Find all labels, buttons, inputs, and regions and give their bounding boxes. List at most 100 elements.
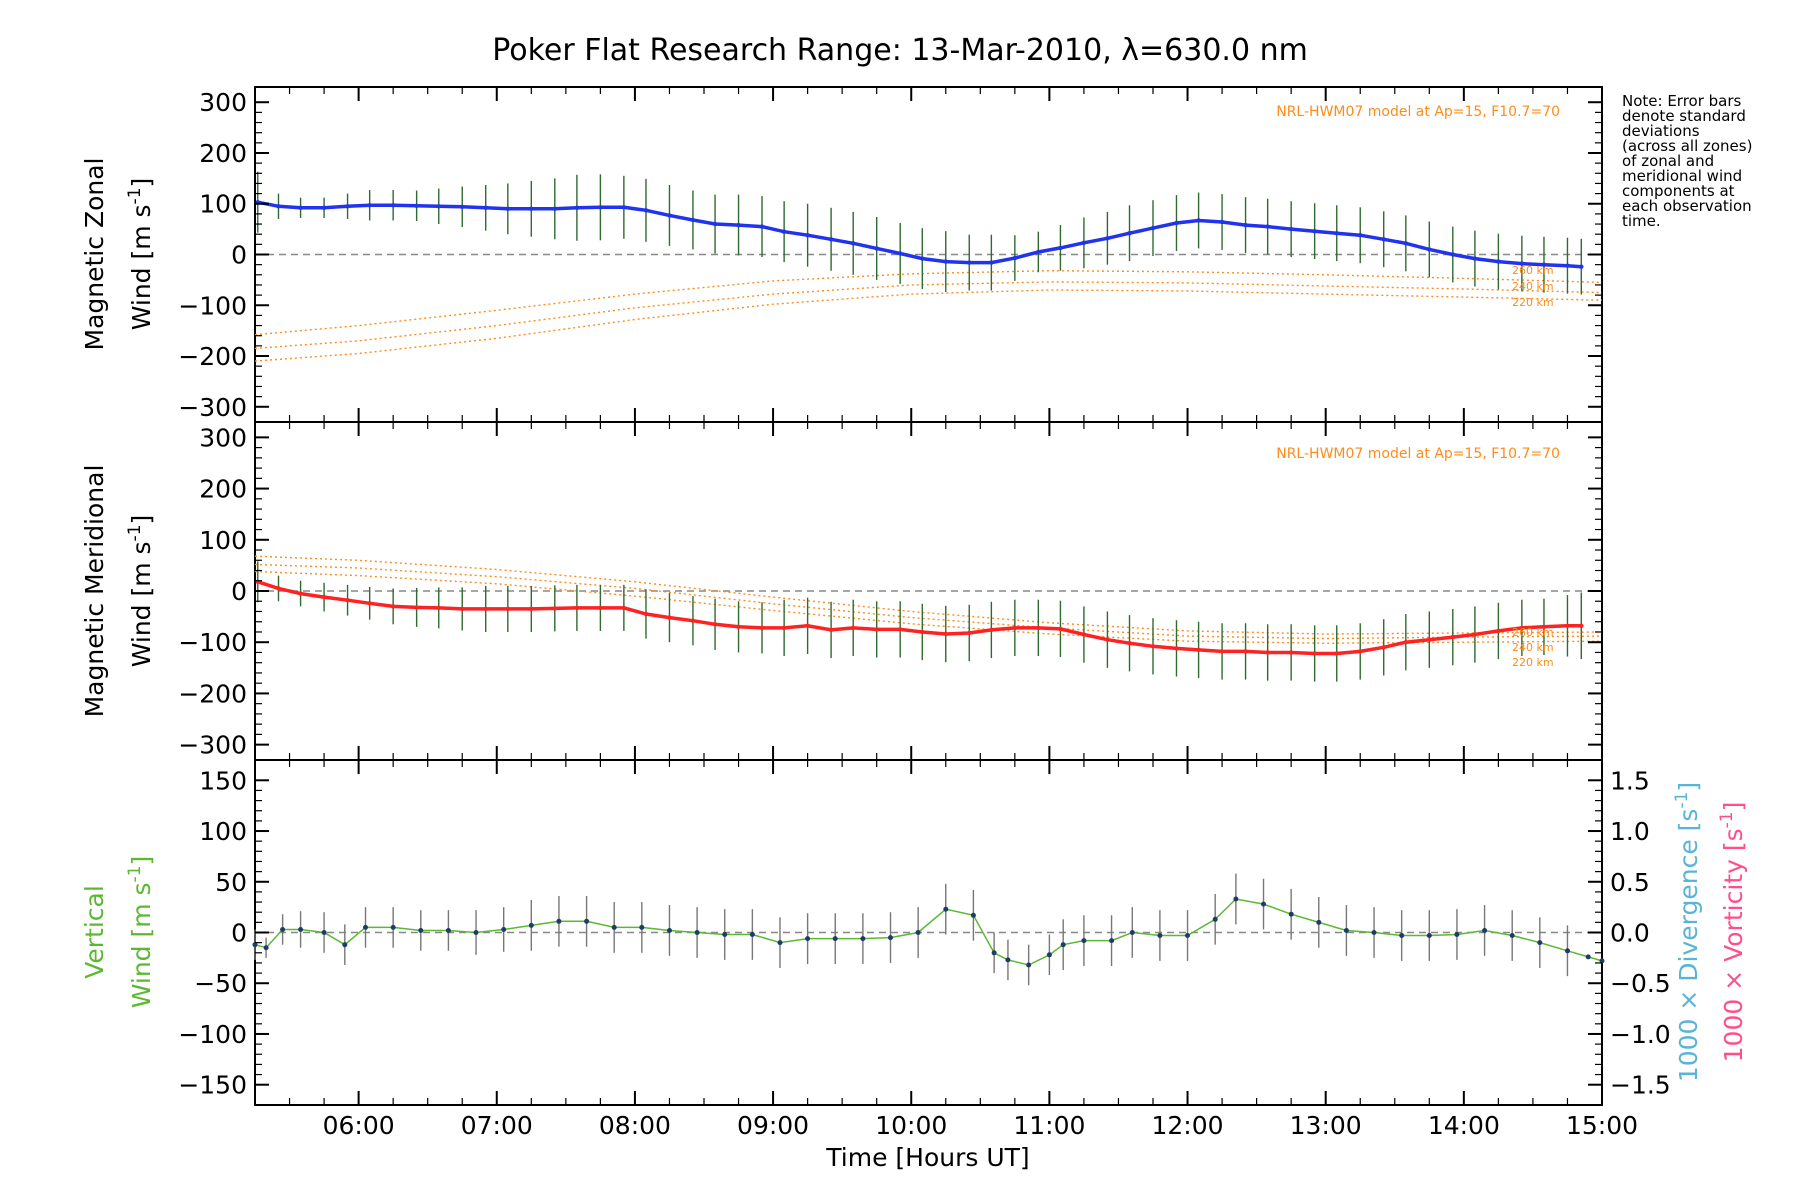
vertical-data-point <box>1585 954 1591 960</box>
zonal-data-point <box>621 205 627 210</box>
vertical-ytick-label: 50 <box>215 868 247 897</box>
meridional-data-point <box>391 604 396 609</box>
meridional-data-point <box>736 624 741 629</box>
x-tick-label: 14:00 <box>1428 1111 1500 1140</box>
x-tick-label: 09:00 <box>737 1111 809 1140</box>
vertical-data-point <box>584 918 590 924</box>
zonal-data-point <box>1289 226 1294 232</box>
zonal-data-point <box>667 213 672 218</box>
vertical-ytick-label: 0 <box>231 919 247 948</box>
zonal-model-curve <box>254 269 1603 336</box>
meridional-data-point <box>1427 637 1432 642</box>
zonal-data-point <box>367 203 372 208</box>
meridional-data-point <box>943 631 948 637</box>
zonal-ytick-label: 300 <box>199 88 247 117</box>
vertical-data-point <box>1109 938 1115 944</box>
meridional-model-curve <box>254 570 1603 644</box>
zonal-data-point <box>1058 245 1063 251</box>
meridional-data-point <box>505 606 510 612</box>
vertical-data-point <box>363 924 368 930</box>
zonal-data-point <box>1012 255 1017 261</box>
zonal-data-point <box>276 204 281 209</box>
vertical-data-point <box>943 906 949 912</box>
vertical-data-point <box>832 936 838 942</box>
zonal-data-point <box>391 203 396 208</box>
meridional-data-point <box>1450 634 1456 640</box>
right-ytick-label: 1.5 <box>1610 766 1650 795</box>
zonal-data-point <box>1334 231 1339 236</box>
zonal-data-point <box>1381 237 1386 242</box>
vertical-data-point <box>694 930 700 935</box>
zonal-data-point <box>574 205 580 210</box>
meridional-data-point <box>298 591 303 596</box>
zonal-data-point <box>1541 262 1547 267</box>
zonal-data-point <box>1450 252 1456 257</box>
vertical-data-point <box>1482 928 1488 933</box>
vertical-data-point <box>749 932 755 937</box>
x-tick-label: 07:00 <box>461 1111 533 1140</box>
vertical-data-point <box>1005 957 1011 963</box>
meridional-data-point <box>1058 626 1063 632</box>
vertical-data-point <box>1399 933 1405 938</box>
vorticity-label: 1000 × Vorticity [s-1] <box>1717 802 1748 1063</box>
meridional-data-point <box>460 606 465 612</box>
zonal-data-point <box>1427 247 1432 252</box>
vertical-data-point <box>280 927 286 932</box>
meridional-data-point <box>1196 647 1201 653</box>
meridional-data-point <box>345 598 350 603</box>
meridional-data-point <box>989 627 994 633</box>
vertical-ytick-label: −100 <box>178 1020 247 1049</box>
x-tick-label: 08:00 <box>599 1111 671 1140</box>
zonal-data-point <box>1105 236 1110 241</box>
zonal-data-point <box>828 237 834 242</box>
zonal-data-point <box>690 217 696 223</box>
vertical-data-point <box>473 930 479 935</box>
meridional-data-point <box>643 611 649 617</box>
zonal-data-point <box>643 208 649 213</box>
vertical-data-point <box>991 950 997 956</box>
zonal-data-point <box>1358 233 1363 238</box>
vertical-data-point <box>1233 896 1239 902</box>
meridional-data-point <box>1289 650 1294 655</box>
meridional-data-point <box>1579 623 1584 628</box>
note-line: Note: Error bars <box>1622 92 1742 110</box>
vertical-data-point <box>1509 933 1515 938</box>
meridional-data-point <box>1312 651 1317 656</box>
zonal-data-point <box>598 205 603 210</box>
meridional-alt-260: 260 km <box>1512 626 1554 639</box>
zonal-model-curve <box>254 281 1603 350</box>
meridional-data-point <box>1265 650 1270 655</box>
zonal-data-point <box>345 204 350 209</box>
note-line: each observation <box>1622 197 1752 215</box>
meridional-data-point <box>667 615 672 620</box>
right-ytick-label: 0.0 <box>1610 919 1650 948</box>
zonal-data-point <box>736 222 741 228</box>
zonal-data-point <box>1127 231 1132 236</box>
meridional-data-point <box>1081 632 1087 637</box>
zonal-data-point <box>874 246 879 251</box>
vertical-ytick-label: 100 <box>199 817 247 846</box>
vertical-data-point <box>342 942 348 948</box>
ticks-layer: 3002001000−100−200−3003002001000−100−200… <box>178 87 1671 1140</box>
meridional-data-point <box>321 594 327 600</box>
zonal-data-point <box>1265 224 1270 229</box>
zonal-data-point <box>920 256 925 261</box>
zonal-data-point <box>805 233 810 238</box>
zonal-ytick-label: −300 <box>178 393 247 422</box>
vertical-data-point <box>915 930 921 935</box>
meridional-data-point <box>574 605 580 611</box>
zonal-ytick-label: 200 <box>199 139 247 168</box>
meridional-data-point <box>1127 641 1132 646</box>
meridional-data-point <box>1012 625 1017 631</box>
note-line: meridional wind <box>1622 167 1742 185</box>
zonal-data-point <box>505 206 510 211</box>
meridional-model-curve <box>254 555 1603 635</box>
zonal-data-point <box>1496 259 1501 264</box>
vertical-data-point <box>1454 932 1460 937</box>
zonal-alt-240: 240 km <box>1512 280 1554 293</box>
meridional-data-point <box>1472 632 1478 637</box>
meridional-data-point <box>621 605 627 611</box>
meridional-data-point <box>1150 644 1156 649</box>
meridional-data-point <box>851 625 856 631</box>
